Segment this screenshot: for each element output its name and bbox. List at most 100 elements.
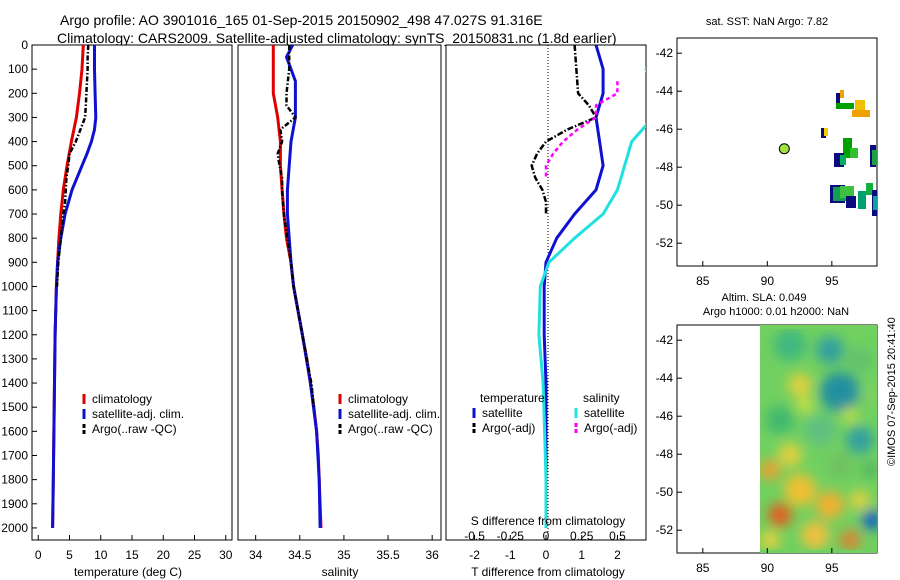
argo-position-marker (778, 143, 790, 155)
sla-blob (828, 453, 852, 477)
salinity-xlabel: salinity (322, 565, 359, 579)
imos-timestamp: ©IMOS 07-Sep-2015 20:41:40 (886, 317, 898, 466)
salinity-panel: 34 34.5 35 35.5 36 salinity climatologysatel… (237, 44, 442, 579)
salinity-axes (237, 44, 442, 541)
temperature-tick-label: 20 (157, 548, 171, 562)
latitude-tick-label: -52 (656, 236, 674, 250)
longitude-tick-label: 85 (696, 561, 710, 575)
legend-label: satellite-adj. clim. (92, 407, 184, 421)
t-diff-tick-label: 2 (614, 548, 621, 562)
salinity-tick-label: 35 (337, 548, 351, 562)
difference-legend: temperature salinitysatelliteArgo(-adj)sa… (472, 391, 637, 435)
depth-tick-label: 1900 (1, 497, 28, 511)
temperature-panel: 0100200300400500600700800900100011001200… (1, 38, 232, 579)
sla-blob (766, 406, 794, 434)
latitude-tick-label: -42 (656, 333, 674, 347)
s-diff-tick-label: 0.25 (570, 529, 594, 543)
temperature-argo-line (55, 45, 90, 287)
temperature-tick-label: 15 (125, 548, 139, 562)
sla-map-panel: Altim. SLA: 0.049 Argo h1000: 0.01 h2000… (656, 292, 878, 575)
sla-map-title: Altim. SLA: 0.049 (722, 292, 807, 304)
temperature-series (51, 45, 98, 528)
sst-patches (821, 90, 877, 216)
latitude-tick-label: -48 (656, 447, 674, 461)
legend-header-salinity: salinity (583, 391, 620, 405)
legend-label: satellite (584, 406, 625, 420)
figure-title-line2: Climatology: CARS2009. Satellite-adjuste… (57, 30, 617, 46)
sla-blob (848, 348, 872, 372)
t-diff-tick-label: -2 (469, 548, 480, 562)
latitude-tick-label: -42 (656, 46, 674, 60)
legend-header-temperature: temperature (480, 391, 545, 405)
temperature-satellite-line (51, 45, 98, 528)
longitude-tick-label: 90 (761, 274, 775, 288)
depth-tick-label: 1300 (1, 352, 28, 366)
sla-blob (760, 460, 780, 480)
sla-blob (801, 521, 829, 549)
depth-tick-label: 1200 (1, 328, 28, 342)
sst-map-title: sat. SST: NaN Argo: 7.82 (706, 16, 828, 28)
depth-tick-label: 100 (8, 62, 28, 76)
salinity-tick-label: 35.5 (376, 548, 400, 562)
sla-blob (840, 530, 860, 550)
depth-tick-label: 0 (21, 38, 28, 52)
t-satellite-diff-line (542, 45, 605, 528)
sst-map-panel: sat. SST: NaN Argo: 7.82 -42- (656, 16, 878, 288)
s-diff-tick-label: 0 (543, 529, 550, 543)
sla-blob (862, 510, 877, 530)
sla-blob (850, 490, 870, 510)
temperature-tick-label: 30 (219, 548, 233, 562)
depth-tick-label: 2000 (1, 521, 28, 535)
longitude-tick-label: 85 (696, 274, 710, 288)
s-satellite-diff-line (537, 66, 646, 528)
t-argo-diff-line (530, 45, 598, 214)
salinity-argo-line (276, 45, 316, 408)
legend-label: satellite (482, 406, 523, 420)
depth-tick-label: 800 (8, 231, 28, 245)
legend-label: satellite-adj. clim. (348, 407, 440, 421)
depth-tick-label: 400 (8, 135, 28, 149)
longitude-tick-label: 95 (825, 274, 839, 288)
sla-map-subtitle: Argo h1000: 0.01 h2000: NaN (703, 306, 849, 318)
t-diff-tick-label: -1 (505, 548, 516, 562)
temperature-tick-label: 25 (188, 548, 202, 562)
argo-position-dot (778, 143, 790, 155)
depth-tick-label: 1400 (1, 376, 28, 390)
sla-blob (804, 414, 836, 446)
depth-tick-label: 1100 (2, 304, 28, 318)
latitude-tick-label: -48 (656, 160, 674, 174)
salinity-tick-label: 36 (425, 548, 439, 562)
latitude-tick-label: -50 (656, 485, 674, 499)
sla-blob (842, 407, 858, 423)
sla-blob (816, 491, 844, 519)
sla-blob (778, 443, 802, 467)
depth-tick-label: 600 (8, 183, 28, 197)
s-argo-diff-line (544, 81, 619, 178)
depth-tick-label: 300 (8, 110, 28, 124)
temperature-axes (31, 44, 233, 541)
depth-tick-label: 1700 (1, 448, 28, 462)
sla-map-axis-ticks: -42 -44 -46 -48 -50 -52 85 90 95 (656, 333, 839, 575)
depth-tick-label: 500 (8, 159, 28, 173)
temperature-xlabel: temperature (deg C) (74, 565, 182, 579)
s-diff-tick-label: -0.25 (497, 529, 525, 543)
t-diff-tick-label: 0 (543, 548, 550, 562)
legend-label: climatology (92, 392, 152, 406)
sla-blob (846, 426, 874, 454)
depth-tick-label: 700 (8, 207, 28, 221)
legend-label: Argo(-adj) (584, 421, 637, 435)
sla-blob (797, 397, 813, 413)
t-diff-tick-label: 1 (578, 548, 585, 562)
difference-panel: -2 -1 0 1 2 -0.5 -0.25 0 0.25 0.5 S difference fr… (445, 44, 647, 579)
sla-blob (820, 372, 860, 412)
legend-label: climatology (348, 392, 408, 406)
latitude-tick-label: -50 (656, 198, 674, 212)
salinity-x-axis: 34 34.5 35 35.5 36 (249, 535, 439, 562)
sla-blob (816, 336, 844, 364)
salinity-series (271, 45, 323, 528)
salinity-tick-label: 34 (249, 548, 263, 562)
difference-x-axis: -2 -1 0 1 2 -0.5 -0.25 0 0.25 0.5 (464, 529, 626, 562)
sla-blob (774, 329, 806, 361)
depth-tick-label: 1800 (1, 473, 28, 487)
sla-blob (784, 474, 816, 506)
